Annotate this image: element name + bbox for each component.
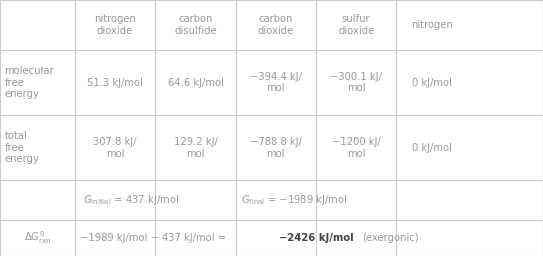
Text: nitrogen: nitrogen <box>411 20 453 30</box>
Text: nitrogen
dioxide: nitrogen dioxide <box>94 14 136 36</box>
Text: −300.1 kJ/
mol: −300.1 kJ/ mol <box>330 72 382 93</box>
Text: −394.4 kJ/
mol: −394.4 kJ/ mol <box>250 72 302 93</box>
Text: 51.3 kJ/mol: 51.3 kJ/mol <box>87 78 143 88</box>
Text: −2426 kJ/mol: −2426 kJ/mol <box>279 233 354 243</box>
Text: 307.8 kJ/
mol: 307.8 kJ/ mol <box>93 137 137 159</box>
Text: 64.6 kJ/mol: 64.6 kJ/mol <box>168 78 223 88</box>
Text: $G_\mathrm{final}$ = −1989 kJ/mol: $G_\mathrm{final}$ = −1989 kJ/mol <box>241 193 348 207</box>
Text: −1989 kJ/mol − 437 kJ/mol =: −1989 kJ/mol − 437 kJ/mol = <box>80 233 230 243</box>
Text: 0 kJ/mol: 0 kJ/mol <box>412 78 452 88</box>
Text: −1200 kJ/
mol: −1200 kJ/ mol <box>332 137 381 159</box>
Text: total
free
energy: total free energy <box>4 131 39 164</box>
Text: −788.8 kJ/
mol: −788.8 kJ/ mol <box>250 137 302 159</box>
Text: $\Delta G^0_\mathrm{rxn}$: $\Delta G^0_\mathrm{rxn}$ <box>24 230 51 247</box>
Text: molecular
free
energy: molecular free energy <box>4 66 54 99</box>
Text: (exergonic): (exergonic) <box>362 233 418 243</box>
Text: 129.2 kJ/
mol: 129.2 kJ/ mol <box>174 137 217 159</box>
Text: sulfur
dioxide: sulfur dioxide <box>338 14 374 36</box>
Text: $G_\mathrm{initial}$ = 437 kJ/mol: $G_\mathrm{initial}$ = 437 kJ/mol <box>83 193 179 207</box>
Text: carbon
disulfide: carbon disulfide <box>174 14 217 36</box>
Text: carbon
dioxide: carbon dioxide <box>258 14 294 36</box>
Text: 0 kJ/mol: 0 kJ/mol <box>412 143 452 153</box>
